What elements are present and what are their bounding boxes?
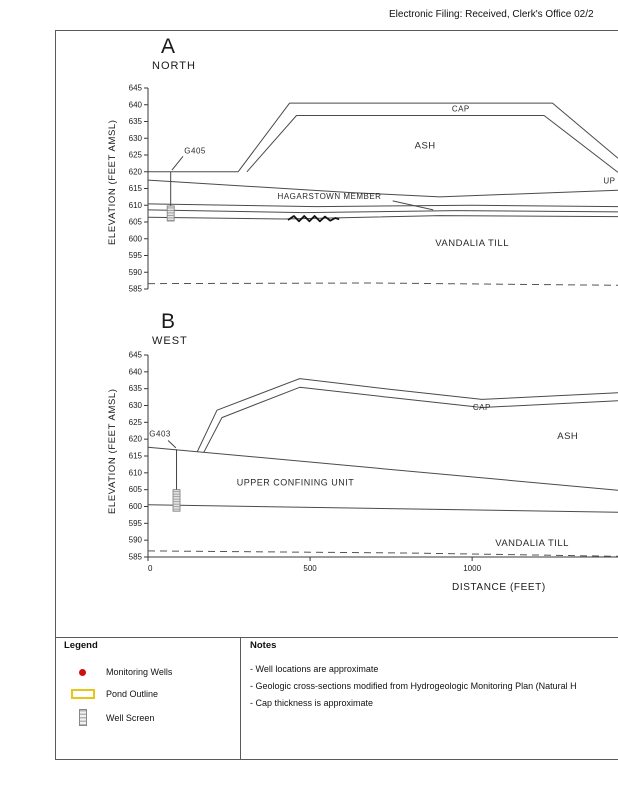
series-cap-top	[196, 378, 618, 452]
y-tick-label: 590	[129, 268, 143, 277]
monitoring-well-icon	[79, 668, 86, 676]
y-tick-label: 635	[129, 384, 143, 393]
chart-b-x-axis-label: DISTANCE (FEET)	[452, 582, 546, 593]
series-cap-top	[237, 102, 618, 173]
x-tick-label: 0	[148, 564, 153, 573]
legend-symbol-cell	[64, 668, 98, 676]
well-label-leader	[171, 156, 184, 171]
panel-a-letter: A	[161, 35, 176, 58]
well-screen	[172, 489, 181, 512]
y-tick-label: 600	[129, 234, 143, 243]
series-upper-confining-top	[147, 446, 618, 491]
series-upper-confining-base	[147, 504, 618, 513]
series-upper-confining-top	[147, 179, 618, 198]
panel-b-title: WEST	[152, 335, 188, 347]
notes: Notes - Well locations are approximate -…	[250, 640, 577, 715]
series-hagarstown-base	[147, 215, 618, 220]
layer-label: CAP	[473, 403, 491, 412]
figure-frame	[55, 30, 618, 760]
series-potentiometric-surface	[147, 282, 618, 286]
y-tick-label: 610	[129, 468, 143, 477]
panel-b-letter: B	[161, 310, 176, 333]
y-tick-label: 620	[129, 435, 143, 444]
layer-label: UPPER CONFINING UNIT	[237, 477, 355, 487]
legend: Legend Monitoring Wells Pond Outline Wel…	[64, 640, 172, 734]
y-tick-label: 625	[129, 418, 143, 427]
y-tick-label: 645	[129, 351, 143, 360]
note-item: - Well locations are approximate	[250, 664, 379, 674]
y-tick-label: 630	[129, 401, 143, 410]
y-tick-label: 605	[129, 218, 143, 227]
layer-label: CAP	[452, 104, 470, 113]
y-tick-label: 625	[129, 151, 143, 160]
layer-label: VANDALIA TILL	[435, 238, 509, 249]
legend-item-pond-outline: Pond Outline	[64, 687, 172, 701]
y-tick-label: 635	[129, 117, 143, 126]
y-tick-label: 615	[129, 452, 143, 461]
y-tick-label: 640	[129, 367, 143, 376]
y-tick-label: 595	[129, 251, 143, 260]
y-tick-label: 585	[129, 553, 143, 562]
y-tick-label: 630	[129, 134, 143, 143]
well-screen-icon	[79, 709, 87, 726]
y-tick-label: 595	[129, 519, 143, 528]
legend-symbol-cell	[64, 709, 98, 726]
series-hagarstown-top	[147, 203, 618, 208]
well-screen	[166, 205, 175, 222]
legend-item-label: Monitoring Wells	[106, 667, 173, 677]
y-tick-label: 585	[129, 285, 143, 294]
y-tick-label: 610	[129, 201, 143, 210]
legend-symbol-cell	[64, 689, 98, 699]
legend-item-label: Well Screen	[106, 712, 155, 723]
series-cap-bottom	[246, 115, 618, 173]
legend-title: Legend	[64, 640, 98, 651]
notes-title: Notes	[250, 640, 277, 651]
y-tick-label: 600	[129, 502, 143, 511]
legend-item-monitoring-wells: Monitoring Wells	[64, 665, 172, 679]
legend-item-well-screen: Well Screen	[64, 709, 172, 726]
layer-label: UP	[603, 176, 615, 185]
well-label: G403	[149, 429, 171, 438]
cross-section-chart-a: 645 640 635 630 625 620 615 610 605 600 595 590 585 C…	[129, 84, 618, 294]
x-tick-label: 500	[303, 564, 317, 573]
y-tick-label: 645	[129, 84, 143, 93]
series-organic-lens	[287, 215, 340, 223]
layer-label: HAGARSTOWN MEMBER	[278, 192, 382, 201]
legend-notes-divider	[240, 637, 241, 760]
filing-stamp: Electronic Filing: Received, Clerk's Off…	[389, 9, 594, 20]
layer-label: ASH	[415, 140, 436, 151]
legend-section-divider	[55, 637, 618, 638]
y-tick-label: 590	[129, 536, 143, 545]
cross-section-chart-b: 645 640 635 630 625 620 615 610 605 600 595 590 585 0…	[129, 351, 618, 573]
y-tick-label: 640	[129, 100, 143, 109]
pond-outline-icon	[71, 689, 95, 699]
y-tick-label: 605	[129, 485, 143, 494]
panel-a-title: NORTH	[152, 60, 196, 72]
x-tick-label: 1000	[463, 564, 481, 573]
y-tick-label: 615	[129, 184, 143, 193]
y-tick-label: 620	[129, 167, 143, 176]
well-label-leader	[167, 440, 177, 449]
layer-label: ASH	[557, 431, 578, 442]
layer-label: VANDALIA TILL	[495, 538, 569, 549]
series-potentiometric-surface	[147, 550, 618, 557]
note-item: - Cap thickness is approximate	[250, 698, 374, 708]
series-hagarstown-mid	[147, 209, 618, 214]
series-cap-bottom	[203, 386, 618, 453]
well-label: G405	[184, 146, 206, 155]
legend-item-label: Pond Outline	[106, 689, 159, 699]
note-item: - Geologic cross-sections modified from …	[250, 681, 577, 691]
